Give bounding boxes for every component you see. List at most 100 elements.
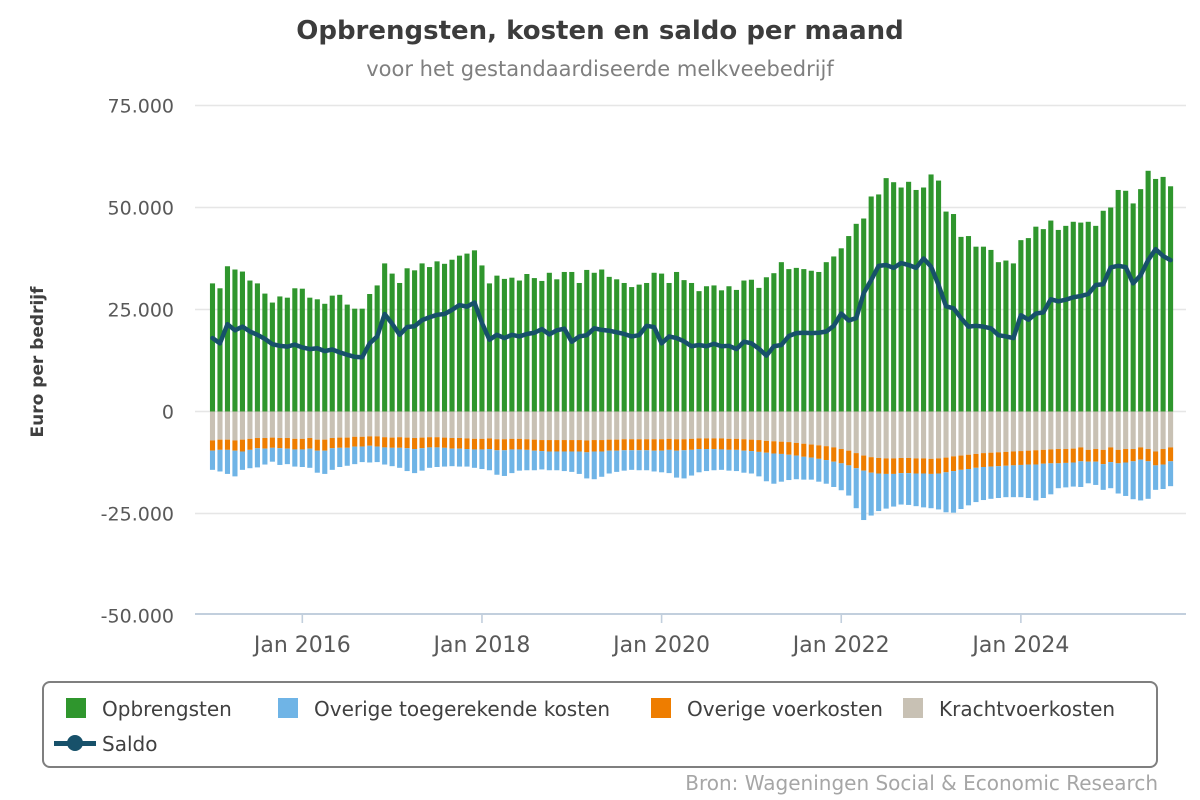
bar-overige_toegerekende_kosten[interactable] bbox=[397, 447, 403, 468]
bar-opbrengsten[interactable] bbox=[1160, 176, 1166, 412]
bar-overige_toegerekende_kosten[interactable] bbox=[277, 448, 283, 465]
bar-overige_voerkosten[interactable] bbox=[741, 439, 747, 451]
bar-overige_toegerekende_kosten[interactable] bbox=[1115, 463, 1121, 494]
bar-opbrengsten[interactable] bbox=[224, 266, 231, 412]
bar-overige_voerkosten[interactable] bbox=[980, 453, 987, 467]
bar-overige_toegerekende_kosten[interactable] bbox=[1153, 465, 1159, 490]
bar-opbrengsten[interactable] bbox=[861, 218, 867, 412]
bar-overige_toegerekende_kosten[interactable] bbox=[674, 450, 680, 478]
bar-overige_toegerekende_kosten[interactable] bbox=[995, 466, 1001, 498]
bar-opbrengsten[interactable] bbox=[247, 280, 253, 412]
bar-opbrengsten[interactable] bbox=[666, 282, 672, 412]
bar-overige_toegerekende_kosten[interactable] bbox=[1168, 461, 1174, 487]
bar-overige_toegerekende_kosten[interactable] bbox=[636, 450, 642, 471]
bar-krachtvoerkosten[interactable] bbox=[928, 411, 934, 459]
bar-overige_voerkosten[interactable] bbox=[554, 440, 560, 452]
bar-opbrengsten[interactable] bbox=[973, 246, 979, 412]
bar-overige_toegerekende_kosten[interactable] bbox=[846, 465, 852, 496]
bar-opbrengsten[interactable] bbox=[696, 291, 702, 412]
saldo-line[interactable] bbox=[210, 246, 1173, 360]
bar-overige_voerkosten[interactable] bbox=[674, 439, 680, 451]
bar-opbrengsten[interactable] bbox=[1093, 225, 1099, 412]
bar-overige_voerkosten[interactable] bbox=[1003, 451, 1009, 466]
bar-overige_toegerekende_kosten[interactable] bbox=[299, 449, 305, 467]
bar-overige_voerkosten[interactable] bbox=[591, 440, 597, 452]
bar-overige_toegerekende_kosten[interactable] bbox=[606, 450, 612, 474]
bar-overige_toegerekende_kosten[interactable] bbox=[554, 451, 560, 471]
bar-krachtvoerkosten[interactable] bbox=[232, 411, 238, 441]
bar-opbrengsten[interactable] bbox=[876, 194, 882, 412]
bar-overige_voerkosten[interactable] bbox=[883, 458, 889, 474]
bar-overige_toegerekende_kosten[interactable] bbox=[359, 446, 365, 463]
bar-overige_toegerekende_kosten[interactable] bbox=[988, 466, 994, 499]
bar-overige_toegerekende_kosten[interactable] bbox=[621, 450, 627, 471]
bar-overige_toegerekende_kosten[interactable] bbox=[980, 466, 987, 501]
bar-opbrengsten[interactable] bbox=[1123, 190, 1129, 412]
bar-overige_voerkosten[interactable] bbox=[344, 437, 350, 448]
bar-overige_toegerekende_kosten[interactable] bbox=[591, 451, 597, 480]
bar-overige_voerkosten[interactable] bbox=[254, 438, 260, 449]
bar-krachtvoerkosten[interactable] bbox=[651, 411, 657, 440]
bar-krachtvoerkosten[interactable] bbox=[748, 411, 754, 440]
bar-overige_toegerekende_kosten[interactable] bbox=[209, 450, 216, 470]
bar-krachtvoerkosten[interactable] bbox=[606, 411, 612, 440]
bar-krachtvoerkosten[interactable] bbox=[397, 411, 403, 438]
bar-overige_toegerekende_kosten[interactable] bbox=[965, 469, 972, 506]
bar-overige_toegerekende_kosten[interactable] bbox=[973, 467, 979, 503]
bar-krachtvoerkosten[interactable] bbox=[284, 411, 290, 439]
bar-krachtvoerkosten[interactable] bbox=[883, 411, 889, 459]
bar-overige_toegerekende_kosten[interactable] bbox=[599, 451, 605, 477]
bar-overige_toegerekende_kosten[interactable] bbox=[696, 449, 702, 473]
bar-overige_toegerekende_kosten[interactable] bbox=[718, 449, 725, 470]
bar-overige_voerkosten[interactable] bbox=[501, 439, 507, 451]
bar-krachtvoerkosten[interactable] bbox=[681, 411, 687, 440]
bar-krachtvoerkosten[interactable] bbox=[277, 411, 283, 439]
bar-opbrengsten[interactable] bbox=[1025, 238, 1031, 412]
bar-opbrengsten[interactable] bbox=[546, 272, 552, 412]
bar-overige_toegerekende_kosten[interactable] bbox=[1108, 462, 1114, 489]
bar-opbrengsten[interactable] bbox=[531, 278, 537, 412]
bar-krachtvoerkosten[interactable] bbox=[464, 411, 470, 439]
bar-krachtvoerkosten[interactable] bbox=[1033, 411, 1039, 451]
bar-opbrengsten[interactable] bbox=[913, 189, 919, 412]
bar-overige_toegerekende_kosten[interactable] bbox=[479, 449, 485, 470]
bar-overige_toegerekende_kosten[interactable] bbox=[838, 463, 844, 491]
bar-overige_toegerekende_kosten[interactable] bbox=[419, 448, 425, 471]
bar-opbrengsten[interactable] bbox=[614, 279, 620, 412]
bar-overige_toegerekende_kosten[interactable] bbox=[501, 450, 507, 476]
bar-krachtvoerkosten[interactable] bbox=[292, 411, 298, 439]
bar-opbrengsten[interactable] bbox=[883, 178, 889, 412]
bar-krachtvoerkosten[interactable] bbox=[980, 411, 987, 454]
bar-opbrengsten[interactable] bbox=[980, 246, 987, 412]
bar-overige_toegerekende_kosten[interactable] bbox=[666, 449, 672, 474]
bar-krachtvoerkosten[interactable] bbox=[224, 411, 231, 440]
bar-overige_voerkosten[interactable] bbox=[950, 456, 957, 472]
bar-overige_toegerekende_kosten[interactable] bbox=[1010, 465, 1016, 498]
bar-krachtvoerkosten[interactable] bbox=[763, 411, 769, 441]
bar-overige_voerkosten[interactable] bbox=[1130, 449, 1136, 462]
bar-opbrengsten[interactable] bbox=[1055, 229, 1061, 412]
bar-overige_toegerekende_kosten[interactable] bbox=[808, 457, 814, 480]
bar-overige_toegerekende_kosten[interactable] bbox=[471, 449, 478, 468]
bar-overige_toegerekende_kosten[interactable] bbox=[928, 473, 934, 509]
bar-krachtvoerkosten[interactable] bbox=[1093, 411, 1099, 450]
bar-opbrengsten[interactable] bbox=[1100, 210, 1106, 412]
bar-overige_voerkosten[interactable] bbox=[921, 458, 927, 474]
bar-overige_toegerekende_kosten[interactable] bbox=[906, 473, 912, 505]
bar-krachtvoerkosten[interactable] bbox=[733, 411, 739, 439]
bar-overige_toegerekende_kosten[interactable] bbox=[367, 445, 373, 463]
bar-krachtvoerkosten[interactable] bbox=[516, 411, 522, 439]
bar-overige_voerkosten[interactable] bbox=[651, 439, 657, 451]
bar-overige_toegerekende_kosten[interactable] bbox=[292, 449, 298, 467]
bar-overige_voerkosten[interactable] bbox=[412, 438, 418, 450]
bar-overige_toegerekende_kosten[interactable] bbox=[404, 448, 410, 472]
bar-krachtvoerkosten[interactable] bbox=[629, 411, 635, 440]
bar-overige_toegerekende_kosten[interactable] bbox=[322, 450, 328, 474]
bar-overige_toegerekende_kosten[interactable] bbox=[389, 447, 395, 467]
bar-overige_toegerekende_kosten[interactable] bbox=[831, 461, 837, 487]
bar-krachtvoerkosten[interactable] bbox=[382, 411, 388, 438]
bar-overige_voerkosten[interactable] bbox=[539, 440, 545, 452]
bar-krachtvoerkosten[interactable] bbox=[726, 411, 732, 439]
bar-overige_toegerekende_kosten[interactable] bbox=[1048, 463, 1054, 495]
bar-opbrengsten[interactable] bbox=[808, 270, 814, 412]
